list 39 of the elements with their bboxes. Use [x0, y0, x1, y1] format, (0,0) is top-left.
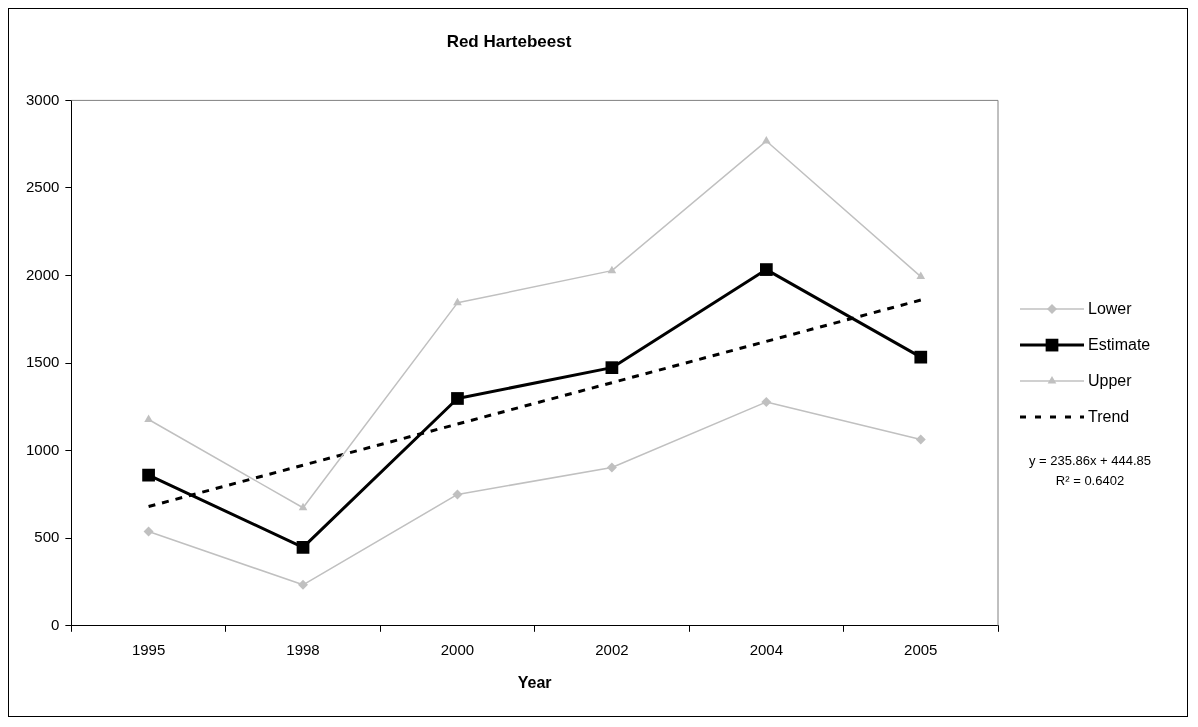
point: [761, 396, 772, 407]
x-tick-label: 2005: [904, 640, 938, 658]
x-tick-label: 2004: [749, 640, 784, 658]
y-tick-label: 1000: [25, 440, 60, 458]
text: y = 235.86x + 444.85: [1028, 452, 1152, 468]
point: [452, 489, 463, 500]
point: [143, 526, 154, 537]
x-tick-label: 2000: [440, 640, 475, 658]
legend-label: Lower: [1088, 299, 1133, 317]
y-tick-label: 2500: [25, 178, 60, 196]
x-tick-label: 1995: [131, 640, 166, 658]
y-tick-label: 0: [51, 615, 60, 633]
text: R² = 0.6402: [1055, 472, 1125, 488]
legend-label: Upper: [1088, 371, 1133, 389]
point: [298, 502, 308, 511]
chart-title: Red Hartebeest: [446, 31, 572, 51]
x-axis-title: Year: [517, 673, 552, 691]
point: [762, 136, 771, 144]
point: [298, 579, 309, 590]
point: [606, 462, 617, 473]
y-tick-label: 3000: [25, 90, 60, 108]
legend-label: Trend: [1088, 407, 1130, 425]
legend-label: Estimate: [1088, 335, 1151, 353]
point: [144, 414, 153, 422]
point: [916, 271, 926, 280]
point: [759, 263, 773, 276]
y-tick-label: 1500: [25, 353, 60, 371]
x-tick-label: 2002: [595, 640, 629, 658]
point: [915, 434, 926, 445]
point: [296, 540, 310, 554]
point: [142, 468, 155, 482]
x-tick-label: 1998: [286, 640, 320, 658]
y-tick-label: 500: [34, 528, 60, 546]
y-tick-label: 2000: [25, 265, 60, 283]
point: [914, 350, 928, 364]
point: [451, 392, 464, 405]
point: [605, 361, 619, 375]
point: [453, 297, 462, 306]
point: [607, 265, 617, 274]
